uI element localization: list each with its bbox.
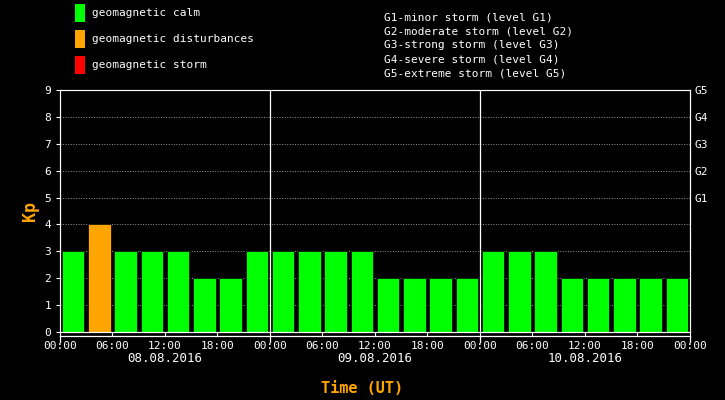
Bar — [141, 251, 163, 332]
Text: 08.08.2016: 08.08.2016 — [128, 352, 202, 365]
Bar — [456, 278, 478, 332]
Bar — [482, 251, 505, 332]
Bar — [88, 224, 110, 332]
Bar — [351, 251, 373, 332]
Text: Time (UT): Time (UT) — [321, 381, 404, 396]
Text: 10.08.2016: 10.08.2016 — [547, 352, 623, 365]
Bar — [325, 251, 347, 332]
Text: geomagnetic disturbances: geomagnetic disturbances — [92, 34, 254, 44]
Bar — [666, 278, 688, 332]
Text: 09.08.2016: 09.08.2016 — [338, 352, 413, 365]
Bar — [298, 251, 320, 332]
Bar — [246, 251, 268, 332]
Bar — [587, 278, 609, 332]
Bar — [167, 251, 189, 332]
Bar — [377, 278, 399, 332]
Bar — [639, 278, 662, 332]
Bar — [560, 278, 583, 332]
Bar — [62, 251, 84, 332]
Y-axis label: Kp: Kp — [21, 201, 38, 221]
Bar — [508, 251, 531, 332]
Bar — [429, 278, 452, 332]
Text: geomagnetic calm: geomagnetic calm — [92, 8, 200, 18]
Text: geomagnetic storm: geomagnetic storm — [92, 60, 207, 70]
Bar — [534, 251, 557, 332]
Bar — [272, 251, 294, 332]
Bar — [220, 278, 241, 332]
Bar — [403, 278, 426, 332]
Text: G1-minor storm (level G1)
G2-moderate storm (level G2)
G3-strong storm (level G3: G1-minor storm (level G1) G2-moderate st… — [384, 12, 573, 78]
Bar — [613, 278, 636, 332]
Bar — [194, 278, 215, 332]
Bar — [115, 251, 137, 332]
